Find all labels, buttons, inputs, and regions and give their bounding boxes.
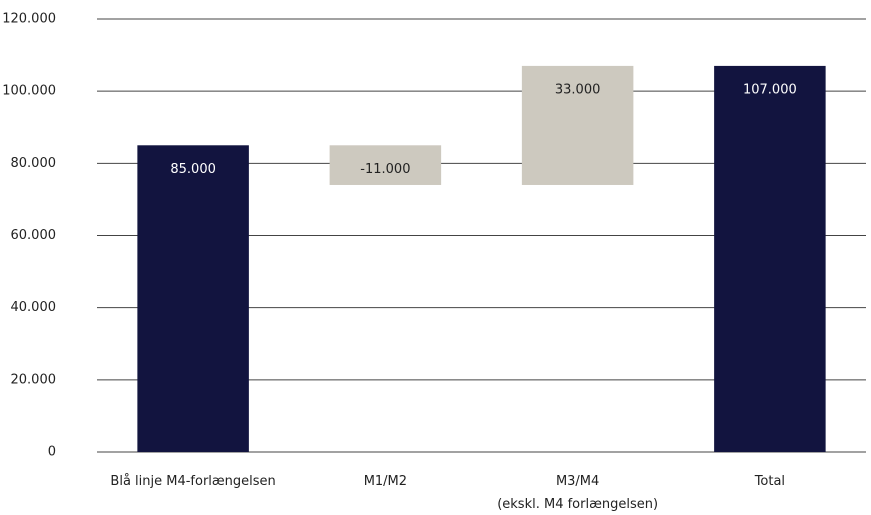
value-label: 85.000 (170, 162, 216, 177)
bar (714, 65, 826, 453)
x-tick-label: M3/M4 (ekskl. M4 forlængelsen) (497, 474, 659, 512)
y-tick-label: 0 (48, 445, 56, 460)
y-tick-label: 60.000 (11, 228, 57, 243)
y-tick-label: 20.000 (11, 372, 57, 387)
y-tick-label: 120.000 (2, 12, 56, 27)
value-label: 33.000 (555, 82, 601, 97)
y-tick-label: 80.000 (11, 156, 57, 171)
x-tick-label: M1/M2 (363, 474, 408, 489)
bar (329, 145, 442, 185)
bar (521, 65, 634, 185)
x-tick-label: Total (754, 474, 786, 489)
bar (137, 145, 249, 452)
x-tick-label: Blå linje M4-forlængelsen (110, 474, 276, 489)
y-tick-label: 40.000 (11, 300, 57, 315)
value-label: 107.000 (743, 82, 797, 97)
value-label: -11.000 (360, 162, 410, 177)
y-tick-label: 100.000 (2, 84, 56, 99)
